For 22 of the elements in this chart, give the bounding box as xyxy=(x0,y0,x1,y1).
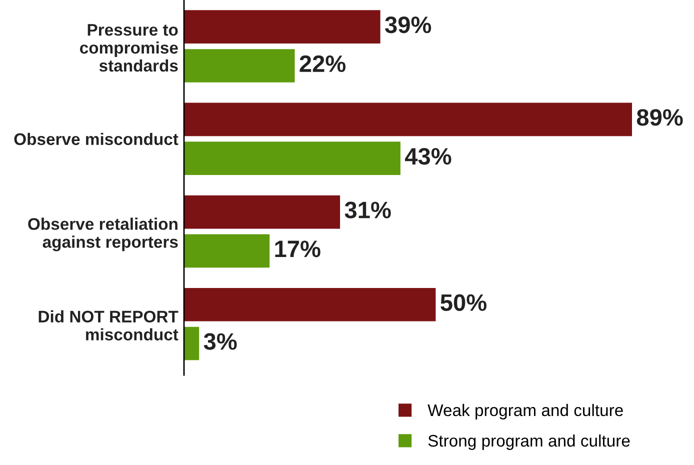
bar xyxy=(184,234,270,268)
legend-label: Weak program and culture xyxy=(428,404,623,420)
data-label: 39% xyxy=(385,16,432,34)
data-label: 31% xyxy=(344,202,391,218)
bar xyxy=(184,326,200,360)
y-tick-label: Pressure to compromise standards xyxy=(80,24,178,72)
data-label: 50% xyxy=(440,294,486,311)
data-label: 43% xyxy=(404,148,452,165)
bar xyxy=(184,49,295,82)
bar xyxy=(184,142,400,175)
bar xyxy=(184,288,436,322)
y-tick-label: Did NOT REPORT misconduct xyxy=(38,310,178,340)
legend-label: Strong program and culture xyxy=(428,434,630,450)
y-tick-label: Observe retaliation against reporters xyxy=(28,218,178,252)
data-label: 22% xyxy=(300,55,346,72)
bar xyxy=(184,195,340,229)
data-label: 3% xyxy=(204,333,237,350)
y-tick-label: Observe misconduct xyxy=(14,132,178,146)
data-label: 17% xyxy=(275,240,320,258)
data-label: 89% xyxy=(636,109,683,126)
bar xyxy=(184,102,632,136)
bar xyxy=(184,10,380,44)
